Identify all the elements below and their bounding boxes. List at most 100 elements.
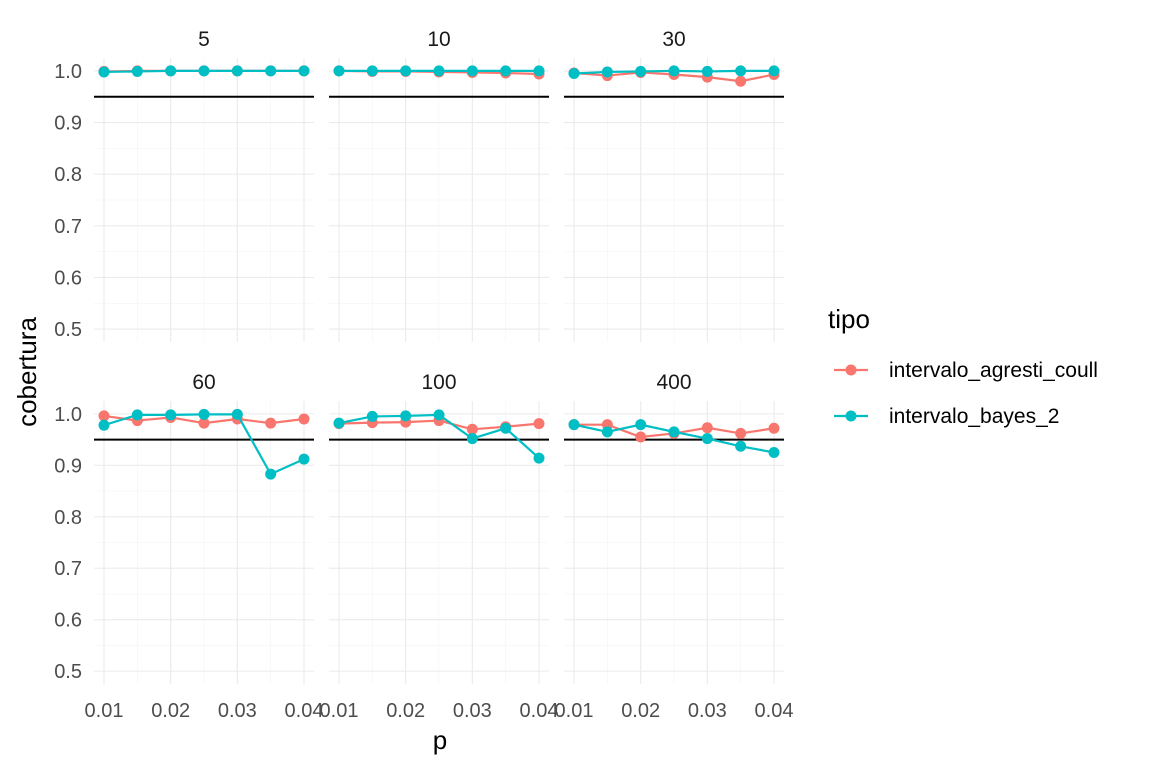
data-point-intervalo_bayes_2 xyxy=(333,417,345,429)
y-tick-label: 0.6 xyxy=(54,610,82,632)
facet-panel-10: 10 xyxy=(329,28,549,342)
x-tick-label: 0.01 xyxy=(320,700,359,722)
y-tick-label: 1.0 xyxy=(54,61,82,83)
data-point-intervalo_bayes_2 xyxy=(333,65,345,77)
y-tick-label: 0.7 xyxy=(54,216,82,238)
x-tick-label: 0.04 xyxy=(520,700,559,722)
data-point-intervalo_bayes_2 xyxy=(198,408,210,420)
data-point-intervalo_bayes_2 xyxy=(533,452,545,464)
x-tick-label: 0.04 xyxy=(755,700,794,722)
data-point-intervalo_bayes_2 xyxy=(735,65,747,77)
facet-panel-5: 5 xyxy=(94,28,314,342)
data-point-intervalo_bayes_2 xyxy=(533,65,545,77)
data-point-intervalo_agresti_coull xyxy=(735,427,747,439)
data-point-intervalo_bayes_2 xyxy=(165,65,177,77)
facet-strip-label: 10 xyxy=(427,28,450,51)
data-point-intervalo_bayes_2 xyxy=(165,409,177,421)
facet-strip-label: 400 xyxy=(656,371,691,394)
data-point-intervalo_agresti_coull xyxy=(768,422,780,434)
data-point-intervalo_bayes_2 xyxy=(433,409,445,421)
legend-label: intervalo_agresti_coull xyxy=(889,359,1098,382)
legend-item-intervalo_agresti_coull: intervalo_agresti_coull xyxy=(834,359,1098,382)
x-axis-title: p xyxy=(433,725,447,755)
data-point-intervalo_bayes_2 xyxy=(701,433,713,445)
data-point-intervalo_agresti_coull xyxy=(466,423,478,435)
data-point-intervalo_bayes_2 xyxy=(668,426,680,438)
data-point-intervalo_bayes_2 xyxy=(131,65,143,77)
data-point-intervalo_bayes_2 xyxy=(231,408,243,420)
data-point-intervalo_agresti_coull xyxy=(265,417,277,429)
x-tick-label: 0.02 xyxy=(621,700,660,722)
data-point-intervalo_bayes_2 xyxy=(500,422,512,434)
facet-panel-100: 100 xyxy=(329,371,549,684)
y-tick-label: 0.9 xyxy=(54,113,82,135)
facet-panel-60: 60 xyxy=(94,371,314,684)
x-tick-label: 0.04 xyxy=(285,700,324,722)
legend-key-point xyxy=(845,364,857,376)
data-point-intervalo_bayes_2 xyxy=(601,426,613,438)
x-tick-label: 0.03 xyxy=(688,700,727,722)
data-point-intervalo_bayes_2 xyxy=(568,67,580,79)
data-point-intervalo_bayes_2 xyxy=(366,410,378,422)
y-tick-label: 0.9 xyxy=(54,455,82,477)
y-tick-label: 0.5 xyxy=(54,319,82,341)
data-point-intervalo_bayes_2 xyxy=(768,65,780,77)
y-axis-title: cobertura xyxy=(12,317,42,427)
data-point-intervalo_bayes_2 xyxy=(400,410,412,422)
y-tick-label: 0.8 xyxy=(54,164,82,186)
x-tick-label: 0.03 xyxy=(218,700,257,722)
facet-strip-label: 5 xyxy=(198,28,210,51)
data-point-intervalo_bayes_2 xyxy=(466,433,478,445)
facet-panels: 5 10 30 60 100 400 xyxy=(94,28,784,684)
data-point-intervalo_bayes_2 xyxy=(400,65,412,77)
data-point-intervalo_agresti_coull xyxy=(735,75,747,87)
data-point-intervalo_agresti_coull xyxy=(635,431,647,443)
data-point-intervalo_bayes_2 xyxy=(635,419,647,431)
facet-panel-400: 400 xyxy=(564,371,784,684)
y-tick-label: 1.0 xyxy=(54,404,82,426)
x-tick-label: 0.03 xyxy=(453,700,492,722)
legend-title: tipo xyxy=(828,304,870,334)
data-point-intervalo_bayes_2 xyxy=(265,468,277,480)
y-tick-label: 0.5 xyxy=(54,661,82,683)
facet-strip-label: 60 xyxy=(192,371,215,394)
data-point-intervalo_bayes_2 xyxy=(568,419,580,431)
data-point-intervalo_bayes_2 xyxy=(198,65,210,77)
facet-strip-label: 100 xyxy=(421,371,456,394)
data-point-intervalo_bayes_2 xyxy=(735,440,747,452)
legend-key-point xyxy=(845,410,857,422)
data-point-intervalo_bayes_2 xyxy=(265,65,277,77)
y-tick-label: 0.7 xyxy=(54,558,82,580)
x-axes: 0.01 0.02 0.03 0.040.01 0.02 0.03 0.040.01 0.02… xyxy=(85,700,794,722)
legend-item-intervalo_bayes_2: intervalo_bayes_2 xyxy=(834,405,1059,428)
data-point-intervalo_agresti_coull xyxy=(298,413,310,425)
y-axes: 0.5 0.6 0.7 0.8 0.9 1.0 0.5 0.6 0.7 0.8 0.9 1.0 xyxy=(54,61,82,683)
data-point-intervalo_bayes_2 xyxy=(131,409,143,421)
legend-label: intervalo_bayes_2 xyxy=(889,405,1059,428)
data-point-intervalo_agresti_coull xyxy=(701,422,713,434)
x-tick-label: 0.01 xyxy=(555,700,594,722)
data-point-intervalo_bayes_2 xyxy=(500,65,512,77)
data-point-intervalo_bayes_2 xyxy=(98,419,110,431)
data-point-intervalo_agresti_coull xyxy=(533,418,545,430)
data-point-intervalo_bayes_2 xyxy=(466,65,478,77)
data-point-intervalo_bayes_2 xyxy=(98,66,110,78)
data-point-intervalo_bayes_2 xyxy=(768,446,780,458)
data-point-intervalo_agresti_coull xyxy=(98,410,110,422)
data-point-intervalo_bayes_2 xyxy=(635,65,647,77)
data-point-intervalo_bayes_2 xyxy=(701,65,713,77)
data-point-intervalo_bayes_2 xyxy=(668,65,680,77)
facet-panel-30: 30 xyxy=(564,28,784,342)
facet-strip-label: 30 xyxy=(662,28,685,51)
data-point-intervalo_bayes_2 xyxy=(231,65,243,77)
data-point-intervalo_bayes_2 xyxy=(298,453,310,465)
y-tick-label: 0.6 xyxy=(54,267,82,289)
data-point-intervalo_bayes_2 xyxy=(298,65,310,77)
data-point-intervalo_bayes_2 xyxy=(366,65,378,77)
legend: tipo intervalo_agresti_coull intervalo_ba… xyxy=(828,304,1098,428)
data-point-intervalo_bayes_2 xyxy=(601,66,613,78)
x-tick-label: 0.01 xyxy=(85,700,124,722)
y-tick-label: 0.8 xyxy=(54,507,82,529)
x-tick-label: 0.02 xyxy=(386,700,425,722)
